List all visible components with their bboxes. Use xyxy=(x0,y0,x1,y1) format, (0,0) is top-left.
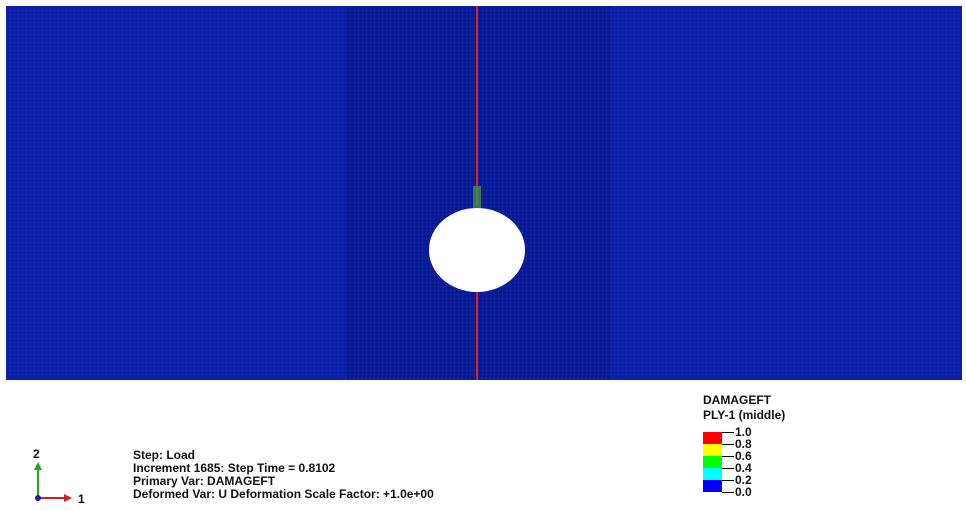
legend-swatch-3 xyxy=(703,468,722,480)
axis-triad xyxy=(34,462,72,502)
legend-swatch-1 xyxy=(703,444,722,456)
legend-label-1: 0.8 xyxy=(735,437,752,451)
deformed-var: Deformed Var: U Deformation Scale Factor… xyxy=(133,487,434,501)
legend-label-4: 0.2 xyxy=(735,473,752,487)
legend-tick-5 xyxy=(722,492,734,493)
legend-label-0: 1.0 xyxy=(735,425,752,439)
mesh-plot xyxy=(6,6,962,380)
legend-tick-1 xyxy=(722,444,734,445)
legend-label-2: 0.6 xyxy=(735,449,752,463)
legend-tick-3 xyxy=(722,468,734,469)
legend-swatch-0 xyxy=(703,432,722,444)
legend-label-3: 0.4 xyxy=(735,461,752,475)
legend-tick-4 xyxy=(722,480,734,481)
mesh-grid xyxy=(6,6,962,380)
axis-2-label: 2 xyxy=(33,447,40,461)
legend-swatch-4 xyxy=(703,480,722,492)
damage-marker xyxy=(473,186,481,208)
legend-label-5: 0.0 xyxy=(735,485,752,499)
axis-y-arrowhead xyxy=(34,462,42,470)
legend-subtitle: PLY-1 (middle) xyxy=(703,408,786,422)
triad-origin xyxy=(35,495,41,501)
increment-info: Increment 1685: Step Time = 0.8102 xyxy=(133,461,336,475)
legend-tick-0 xyxy=(722,432,734,433)
legend-tick-2 xyxy=(722,456,734,457)
legend-title: DAMAGEFT xyxy=(703,393,771,407)
axis-x-arrowhead xyxy=(64,494,72,502)
legend-swatch-2 xyxy=(703,456,722,468)
central-hole xyxy=(429,208,525,292)
primary-var: Primary Var: DAMAGEFT xyxy=(133,474,276,488)
axis-1-label: 1 xyxy=(78,492,85,506)
step-name: Step: Load xyxy=(133,448,195,462)
